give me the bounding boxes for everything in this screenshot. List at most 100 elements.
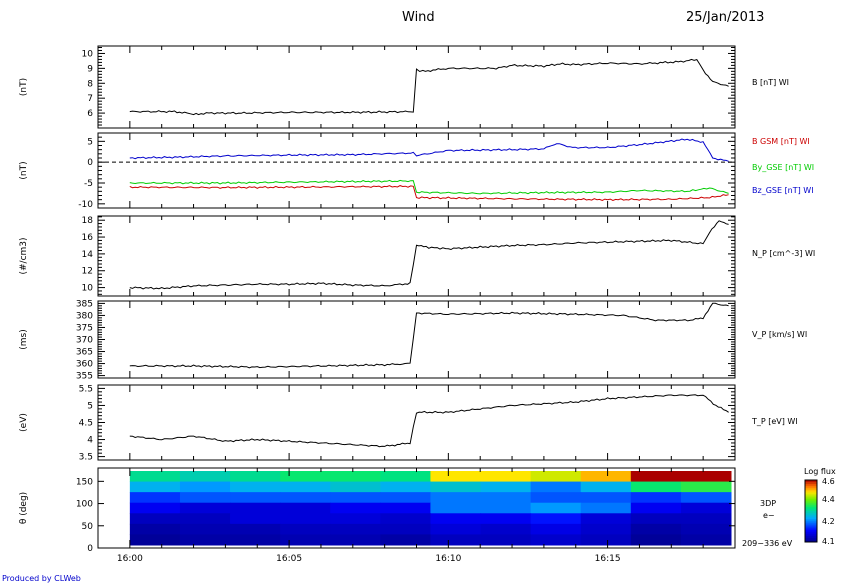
colorbar-step	[805, 500, 817, 504]
heatmap-cell	[230, 502, 281, 514]
heatmap-cell	[129, 502, 181, 514]
y-axis-label: (eV)	[19, 413, 29, 432]
heatmap-cell	[580, 471, 632, 483]
panel-5: 3.5 4 4.5 5 5.5 T_P [eV] WI (eV)	[19, 384, 798, 462]
y-tick-label: 3.5	[79, 453, 93, 463]
panel-6: 0 50 100 150 16:00 16:05 16:10 16:15 θ (deg) 3DP e…	[19, 467, 836, 564]
series-line	[129, 58, 729, 116]
colorbar-step	[805, 511, 817, 514]
heatmap-cell	[580, 492, 632, 504]
heatmap-cell	[630, 502, 682, 514]
heatmap-cell	[330, 523, 381, 535]
side-label: 209−336 eV	[742, 539, 793, 548]
heatmap-cell	[530, 471, 582, 483]
heatmap-cell	[530, 502, 582, 514]
colorbar-step	[805, 537, 817, 541]
y-tick-label: 370	[76, 336, 93, 346]
colorbar-step	[805, 515, 817, 518]
heatmap-cell	[580, 502, 632, 514]
panel-frame	[97, 215, 736, 297]
side-label: 3DP	[760, 499, 776, 508]
y-tick-label: 5	[87, 137, 93, 147]
y-tick-label: 18	[82, 216, 94, 226]
colorbar-frame	[804, 479, 818, 543]
y-tick-label: 9	[87, 64, 93, 74]
heatmap-cell	[380, 513, 431, 525]
colorbar-step	[805, 513, 817, 516]
heatmap-cell	[380, 492, 431, 504]
series-legend-label: By_GSE [nT] WI	[752, 163, 814, 172]
heatmap-cell	[630, 523, 682, 535]
heatmap-cell	[230, 471, 281, 483]
y-tick-label: 0	[87, 544, 93, 554]
heatmap-cell	[380, 523, 431, 535]
heatmap-cell	[330, 513, 381, 525]
heatmap-cell	[129, 492, 181, 504]
y-tick-label: 7	[87, 94, 93, 104]
colorbar-step	[805, 480, 817, 483]
heatmap-cell	[330, 534, 381, 546]
heatmap-cell	[179, 481, 231, 493]
heatmap-cell	[179, 471, 231, 483]
heatmap-cell	[430, 523, 482, 535]
series-line	[129, 138, 729, 162]
y-tick-label: 50	[82, 522, 94, 532]
heatmap-cell	[430, 481, 482, 493]
heatmap-cell	[680, 481, 732, 493]
heatmap-cell	[280, 502, 331, 514]
colorbar-step	[805, 527, 817, 531]
colorbar-step	[805, 498, 817, 502]
colorbar-step	[805, 525, 817, 529]
y-tick-label: 8	[87, 79, 93, 89]
heatmap-cell	[129, 513, 181, 525]
series-line	[129, 394, 729, 448]
x-tick-label: 16:15	[595, 554, 621, 564]
colorbar-step	[805, 488, 817, 491]
heatmap-cell	[630, 534, 682, 546]
heatmap-cell	[179, 534, 231, 546]
y-tick-label: 365	[76, 348, 93, 358]
colorbar-step	[805, 504, 817, 508]
heatmap-cell	[380, 481, 431, 493]
heatmap-cell	[430, 471, 482, 483]
x-tick-label: 16:10	[435, 554, 461, 564]
colorbar-step	[805, 486, 817, 489]
credit-text: Produced by CLWeb	[2, 574, 81, 583]
heatmap-cell	[530, 534, 582, 546]
heatmap-cell	[580, 523, 632, 535]
panel-frame	[97, 45, 736, 129]
heatmap-cell	[380, 534, 431, 546]
y-tick-label: 355	[76, 372, 93, 382]
heatmap-cell	[129, 471, 181, 483]
heatmap-cell	[680, 523, 732, 535]
colorbar-step	[805, 531, 817, 535]
y-tick-label: 12	[82, 267, 93, 277]
heatmap-cell	[480, 513, 532, 525]
page-title: Wind	[402, 10, 435, 25]
heatmap-cell	[480, 471, 532, 483]
panel-2: -10 -5 0 5 B GSM [nT] WI By_GSE [nT] WI Bz_GSE…	[19, 132, 814, 210]
y-tick-label: 10	[82, 49, 94, 59]
heatmap-cell	[530, 523, 582, 535]
y-tick-label: 10	[82, 284, 94, 294]
series-line	[129, 302, 729, 369]
series-legend-label: B [nT] WI	[752, 78, 789, 87]
heatmap-cell	[280, 481, 331, 493]
heatmap-cell	[380, 502, 431, 514]
series-legend-label: B GSM [nT] WI	[752, 137, 810, 146]
heatmap-cell	[129, 481, 181, 493]
heatmap-cell	[480, 481, 532, 493]
colorbar-tick-label: 4.1	[822, 537, 835, 546]
heatmap-cell	[129, 534, 181, 546]
y-tick-label: 0	[87, 158, 93, 168]
colorbar-step	[805, 523, 817, 526]
heatmap-cell	[230, 481, 281, 493]
y-tick-label: 16	[82, 233, 94, 243]
y-axis-label: (ms)	[19, 329, 29, 349]
heatmap-cell	[179, 492, 231, 504]
colorbar-step	[805, 539, 817, 543]
colorbar-step	[805, 506, 817, 510]
heatmap-cell	[230, 523, 281, 535]
panels-group: 6 7 8 9 10 B [nT] WI (nT) -10 -5 0 5 B GSM [nT] WI B…	[19, 45, 836, 564]
